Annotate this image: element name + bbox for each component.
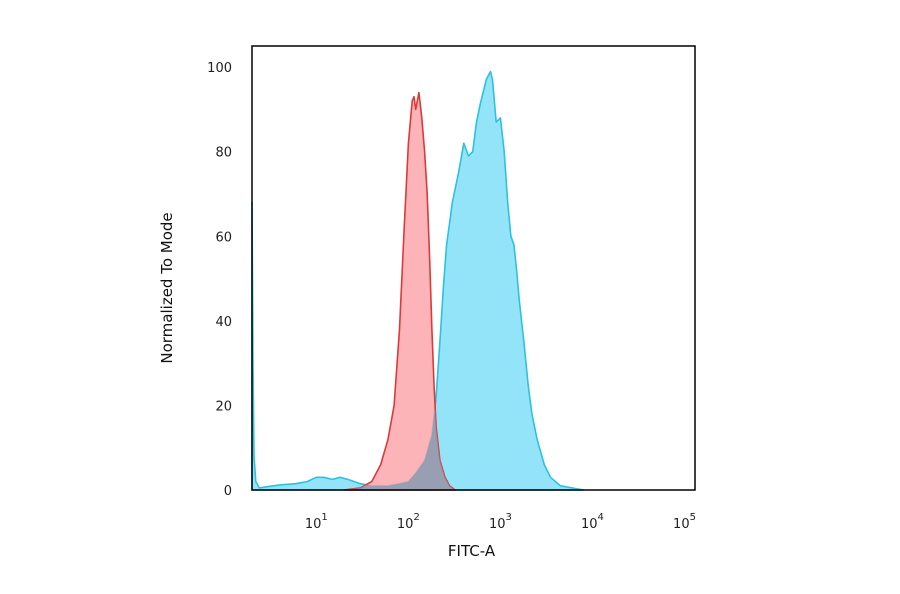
y-tick-label: 40 [215, 315, 232, 330]
y-tick-label: 100 [207, 61, 232, 76]
histogram-area-blue [251, 70, 585, 491]
y-tick-label: 0 [224, 484, 232, 499]
y-tick-label: 20 [215, 399, 232, 414]
x-axis-title: FITC-A [448, 542, 496, 560]
x-tick-label: 102 [397, 512, 420, 532]
x-tick-label: 105 [673, 512, 696, 532]
y-tick-label: 60 [215, 230, 232, 245]
x-tick-label: 104 [581, 512, 604, 532]
histogram-overlap-area [344, 407, 455, 490]
histogram-areas [251, 70, 585, 491]
x-axis-ticks: 101 102 103 104 105 [305, 512, 696, 532]
x-tick-label: 101 [305, 512, 328, 532]
plot-frame [251, 45, 696, 491]
x-tick-label: 103 [489, 512, 512, 532]
y-axis-ticks: 0 20 40 60 80 100 [207, 61, 232, 499]
y-axis-title: Normalized To Mode [158, 212, 176, 363]
y-tick-label: 80 [215, 146, 232, 161]
